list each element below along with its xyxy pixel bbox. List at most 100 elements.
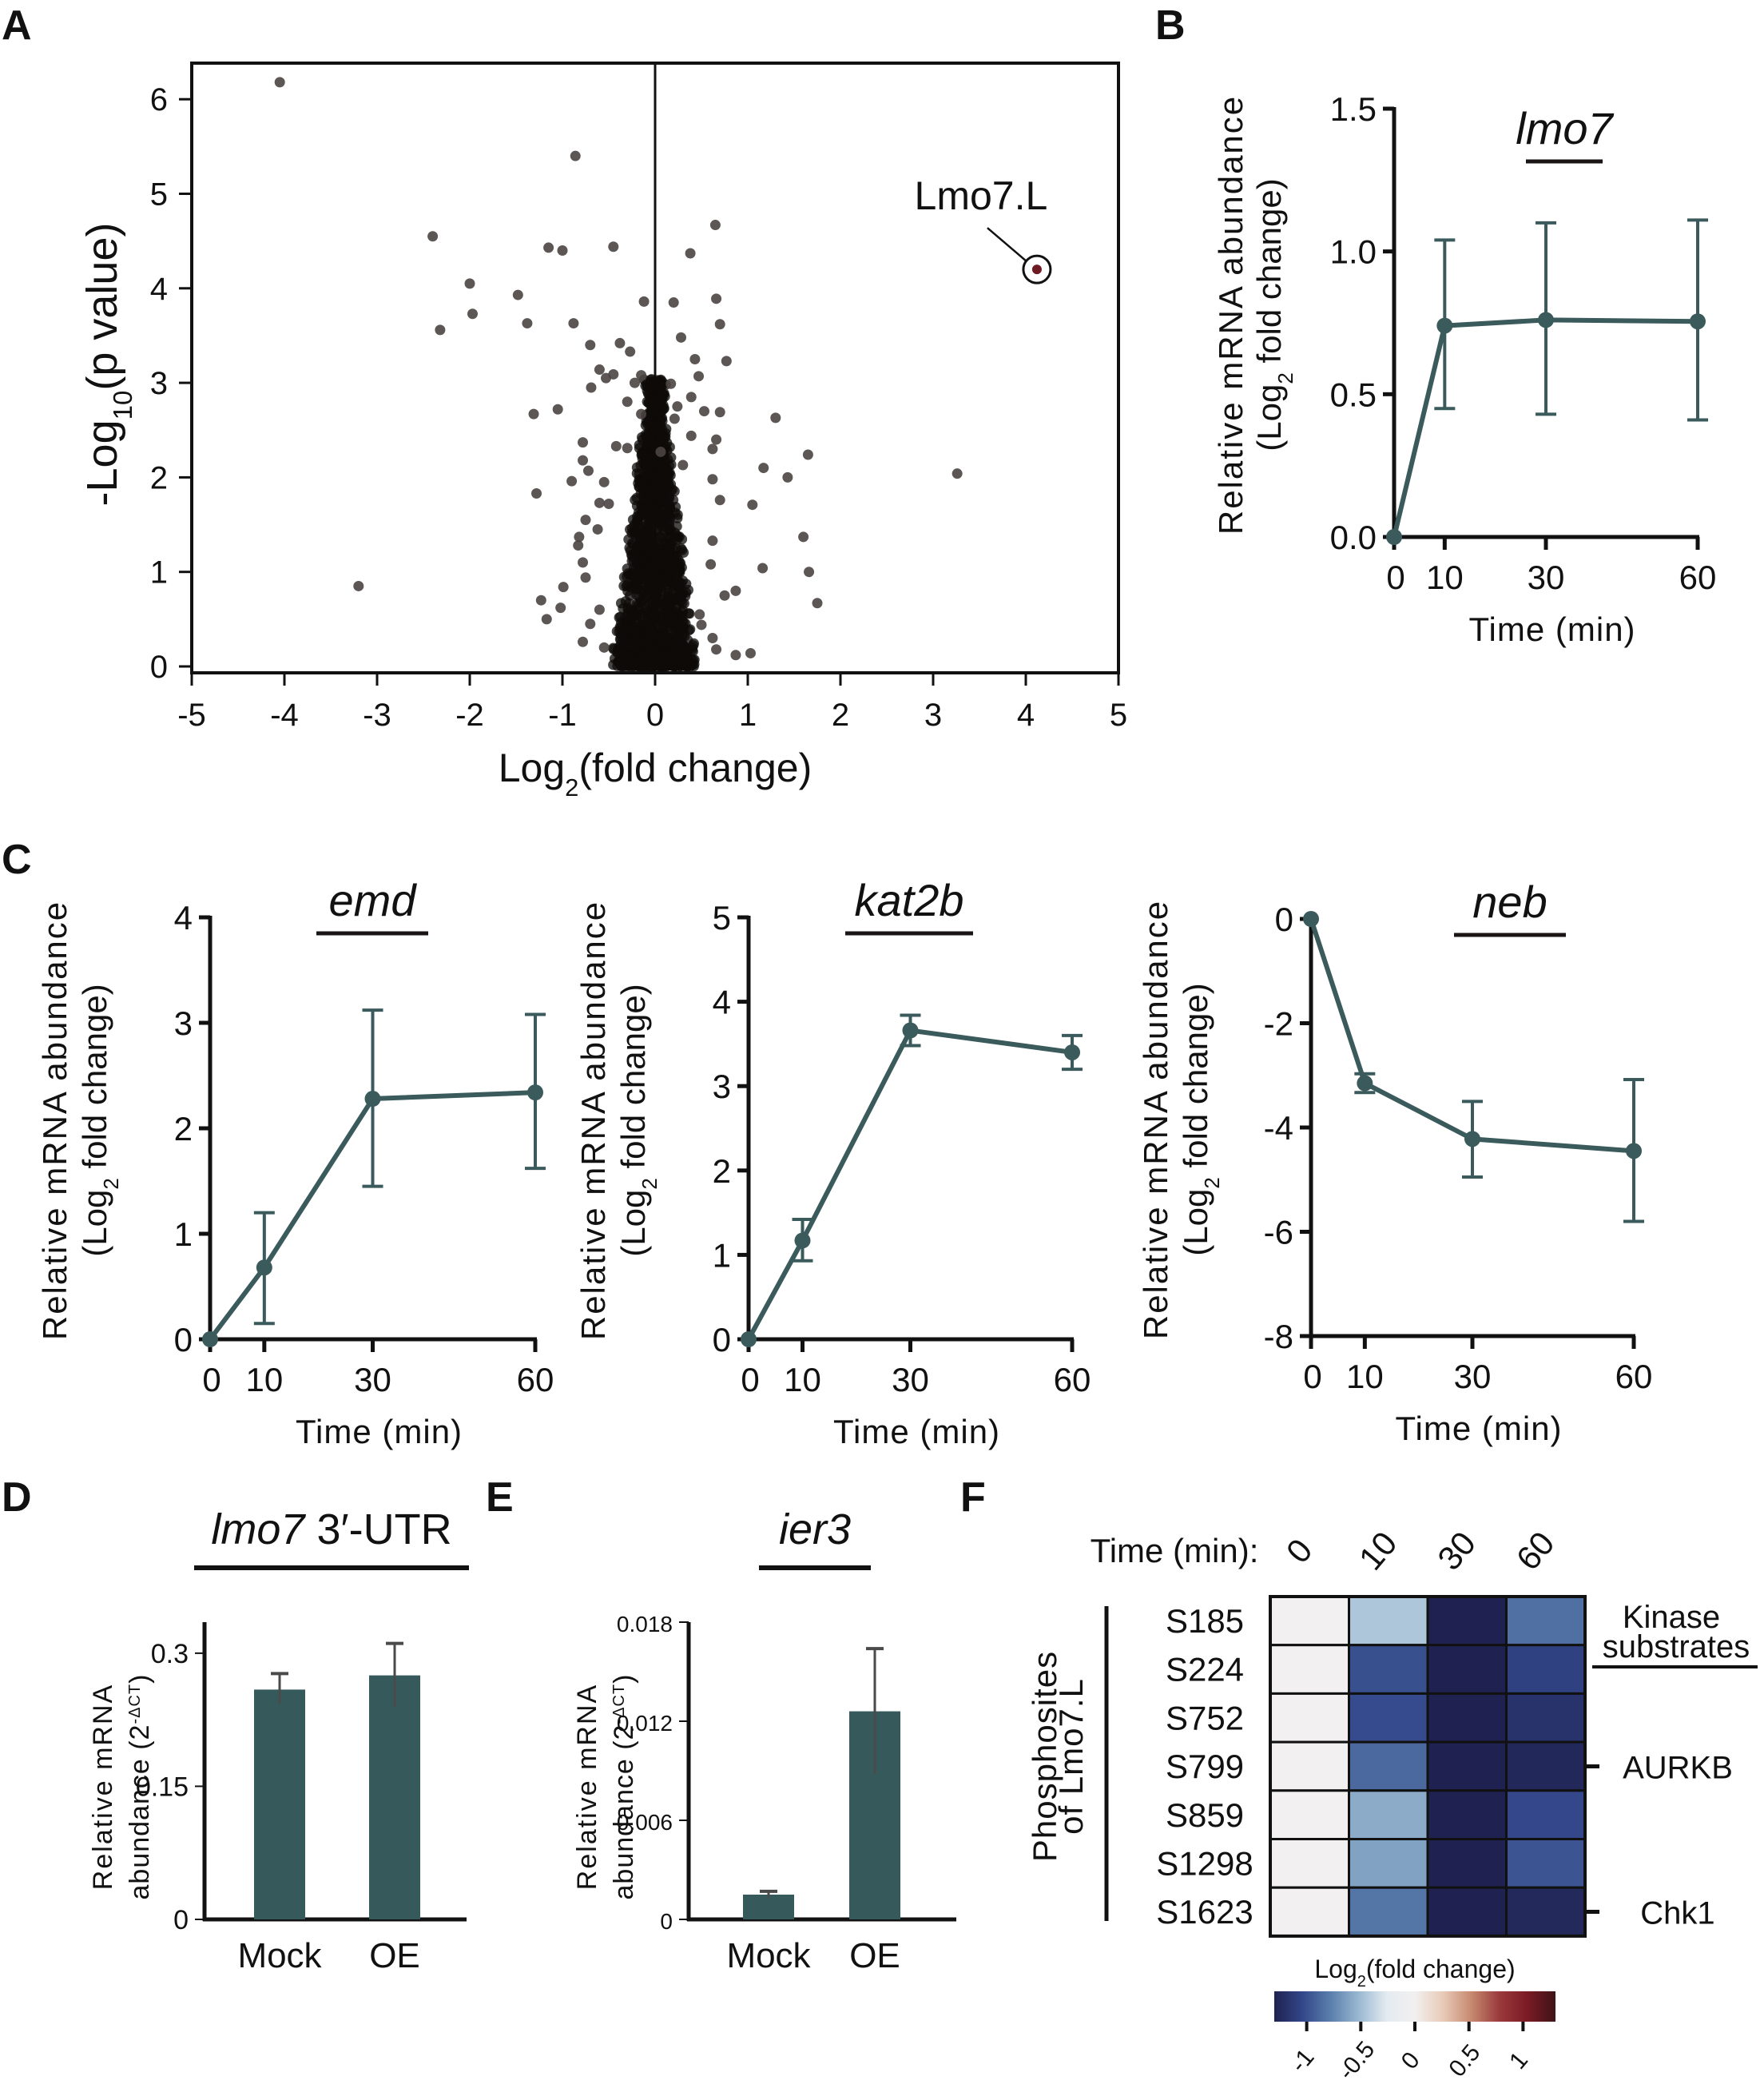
x-tick-label: 10 (1346, 1358, 1384, 1395)
panel-label-f: F (960, 1474, 986, 1521)
data-point (634, 638, 646, 650)
row-label: S859 (1166, 1796, 1244, 1834)
x-tick-label: 30 (1454, 1358, 1492, 1395)
data-point (631, 492, 642, 503)
x-tick-label: 30 (1528, 559, 1565, 596)
data-point (1436, 317, 1453, 334)
line-chart-neb: 0 -2 -4 -6 -8 0 10 30 60 Time (min) Relative mRNA … (1137, 877, 1652, 1447)
colorbar-tick-label: 0 (1396, 2047, 1425, 2074)
data-point (668, 297, 679, 308)
data-point (672, 401, 683, 412)
panel-label-c: C (2, 837, 32, 883)
data-point (610, 440, 622, 451)
data-point (625, 346, 636, 357)
panel-label-e: E (486, 1474, 514, 1521)
colorbar-title: Log2(fold change) (1314, 1955, 1515, 1991)
data-point (616, 661, 627, 672)
y-tick-label: -4 (1264, 1109, 1293, 1147)
data-point (643, 416, 654, 428)
data-point (693, 371, 705, 382)
data-point (630, 629, 642, 640)
bar-chart-ier3: 0 0.006 0.012 0.018 Mock OE ier3 Relative mRNA a… (572, 1505, 956, 1975)
y-tick-label: 0.006 (617, 1810, 673, 1835)
data-point (1626, 1143, 1642, 1159)
y-axis-subtitle: (Log2 fold change) (1177, 983, 1224, 1255)
y-tick-label: 1 (150, 555, 168, 591)
y-tick-label: 0.012 (617, 1711, 673, 1736)
data-point (662, 580, 673, 591)
y-axis-subtitle: abundance (2-ΔCT) (609, 1674, 639, 1900)
colorbar-tick-label: 1 (1504, 2047, 1533, 2074)
line-chart-kat2b: 0 1 2 3 4 5 0 10 30 60 Time (min) Relative mRNA abu… (574, 875, 1091, 1450)
panel-label-d: D (2, 1474, 32, 1521)
x-tick-label: 10 (1426, 559, 1464, 596)
time-label: Time (min): (1091, 1532, 1259, 1569)
data-point (353, 580, 364, 591)
heatmap-cell (1505, 1838, 1587, 1889)
data-point (637, 449, 648, 460)
heatmap-cell (1505, 1595, 1587, 1647)
x-tick-label: 0 (741, 1361, 759, 1398)
x-tick-label: 30 (354, 1361, 391, 1398)
data-point (707, 633, 718, 644)
y-tick-label: 0 (150, 650, 168, 685)
gene-suffix: 3′-UTR (304, 1505, 451, 1553)
gene-title: lmo7 3′-UTR (211, 1505, 451, 1553)
data-point (618, 632, 630, 643)
data-point (608, 368, 619, 380)
series-line (208, 1090, 536, 1341)
panel-label-a: A (2, 2, 32, 49)
y-axis-title: -Log10(p value) (78, 223, 137, 507)
data-point (578, 557, 589, 568)
data-point (626, 555, 638, 567)
bar (254, 1689, 305, 1919)
data-point (661, 509, 672, 520)
heatmap-cell (1269, 1789, 1350, 1841)
data-point (711, 434, 722, 445)
data-point (719, 590, 730, 601)
data-point (642, 564, 653, 575)
line-chart-emd: 0 1 2 3 4 0 10 30 60 Time (min) Relative mRNA abun… (36, 875, 554, 1450)
category-label: OE (369, 1936, 420, 1975)
data-point (594, 604, 605, 615)
data-point (631, 577, 642, 588)
data-point (256, 1259, 272, 1276)
y-tick-label: 1 (174, 1215, 193, 1253)
data-point (1538, 312, 1554, 328)
x-tick-label: 4 (1017, 698, 1035, 733)
data-point (669, 507, 681, 519)
data-point (1464, 1131, 1480, 1147)
data-point (631, 529, 642, 540)
kinase-header: substrates (1603, 1629, 1750, 1664)
y-tick-label: 0.5 (1330, 376, 1377, 413)
data-point (672, 607, 683, 618)
data-point (677, 640, 689, 651)
data-point (665, 378, 677, 389)
data-point (528, 408, 539, 420)
data-point (669, 413, 680, 424)
row-group-label: of Lmo7.L (1052, 1678, 1090, 1835)
data-point (552, 404, 563, 415)
heatmap-cell (1426, 1692, 1508, 1744)
data-point (636, 661, 647, 672)
data-point (770, 412, 781, 424)
y-axis-title: Relative mRNA (88, 1684, 118, 1890)
data-point (578, 437, 589, 448)
data-point (646, 610, 658, 621)
y-tick-label: -6 (1264, 1214, 1293, 1251)
row-label: S1623 (1156, 1893, 1253, 1931)
y-axis-title: Relative mRNA abundance (574, 901, 612, 1340)
data-point (580, 572, 591, 583)
bar-chart-lmo7: 0 0.15 0.3 Mock OE lmo7 3′-UTR Relative mRNA ab… (88, 1505, 469, 1975)
data-point (705, 559, 717, 570)
column-label: 30 (1430, 1525, 1483, 1577)
data-point (578, 636, 589, 647)
heatmap-cell (1505, 1692, 1587, 1744)
data-point (677, 534, 688, 545)
data-point (628, 605, 639, 616)
y-tick-label: 6 (150, 82, 168, 117)
kinase-header: Kinase (1623, 1600, 1720, 1635)
data-point (714, 495, 725, 506)
data-point (573, 540, 584, 551)
data-point (622, 396, 633, 408)
